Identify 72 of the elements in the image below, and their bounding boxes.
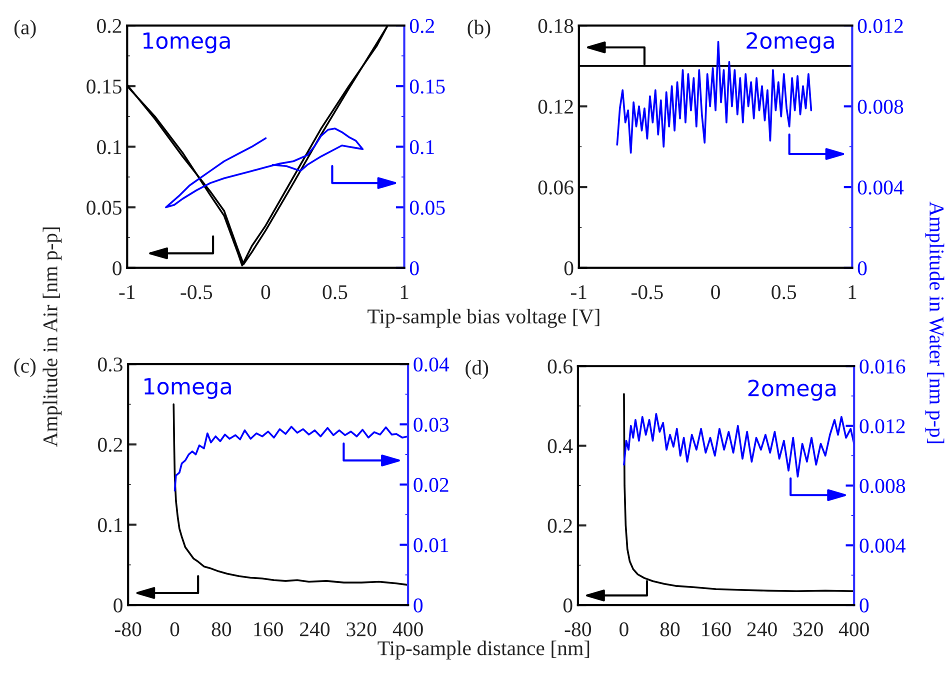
y-tick-label: 0.06 bbox=[538, 180, 574, 195]
y-tick-label: 0.6 bbox=[548, 359, 572, 374]
y2-tick-label: 0.01 bbox=[414, 538, 448, 552]
x-tick-label: -0.5 bbox=[632, 285, 663, 300]
x-tick-label: 240 bbox=[300, 622, 330, 636]
y2-tick-label: 0.2 bbox=[410, 18, 434, 34]
y-tick-label: 0.2 bbox=[97, 18, 122, 34]
x-tick-label: 0 bbox=[261, 285, 270, 300]
x-tick-label: 80 bbox=[212, 622, 232, 636]
x-tick-label: -80 bbox=[115, 622, 142, 636]
y2-tick-label: 0 bbox=[858, 261, 867, 276]
x-tick-label: 160 bbox=[254, 622, 283, 636]
y-tick-label: 0.2 bbox=[548, 518, 572, 533]
y2-tick-label: 0.03 bbox=[414, 418, 449, 432]
annotation: 2omega bbox=[746, 32, 834, 54]
x-axis-title: Tip-sample bias voltage [V] bbox=[368, 308, 600, 328]
chart-title: (d) bbox=[466, 360, 488, 379]
x-tick-label: 400 bbox=[838, 622, 869, 636]
y2-tick-label: 0.02 bbox=[414, 478, 448, 492]
y-tick-label: 0.05 bbox=[86, 200, 122, 215]
y2-tick-label: 0.04 bbox=[414, 357, 450, 372]
y2-tick-label: 0.008 bbox=[858, 100, 904, 114]
x-tick-label: 0 bbox=[170, 622, 180, 636]
x-tick-label: -0.5 bbox=[180, 285, 212, 300]
x-tick-label: 240 bbox=[747, 622, 777, 636]
y-axis-title: Amplitude in Air [nm p-p] bbox=[42, 228, 62, 447]
y-tick-label: 0.18 bbox=[538, 18, 574, 34]
y2-tick-label: 0 bbox=[410, 261, 419, 276]
y-tick-label: 0.1 bbox=[98, 518, 122, 532]
y-tick-label: 0.4 bbox=[548, 439, 573, 454]
x-tick-label: 1 bbox=[848, 285, 856, 299]
y-tick-label: 0 bbox=[563, 598, 572, 612]
x-tick-label: 400 bbox=[392, 622, 423, 636]
x-tick-label: 160 bbox=[702, 622, 731, 636]
y2-axis-title: Amplitude in Water [nm p-p] bbox=[925, 202, 944, 444]
y-tick-label: 0.3 bbox=[98, 357, 122, 372]
chart-title: (a) bbox=[14, 20, 36, 39]
y2-tick-label: 0.012 bbox=[860, 419, 905, 434]
y2-tick-label: 0 bbox=[414, 598, 423, 612]
y2-tick-label: 0.004 bbox=[860, 538, 906, 553]
chart-title: (c) bbox=[14, 358, 36, 378]
x-tick-label: -1 bbox=[119, 285, 135, 299]
x-tick-label: 320 bbox=[793, 622, 823, 636]
y-tick-label: 0.15 bbox=[86, 80, 122, 94]
y2-tick-label: 0.016 bbox=[860, 359, 906, 374]
x-tick-label: -80 bbox=[564, 622, 592, 636]
x-tick-label: 80 bbox=[660, 622, 680, 636]
y2-tick-label: 0.004 bbox=[858, 180, 904, 195]
y-tick-label: 0.2 bbox=[98, 438, 122, 452]
y-tick-label: 0 bbox=[112, 261, 122, 276]
y-tick-label: 0 bbox=[114, 598, 122, 612]
y2-tick-label: 0.05 bbox=[410, 200, 445, 215]
annotation: 2omega bbox=[748, 380, 836, 401]
x-tick-label: 0 bbox=[620, 622, 628, 636]
x-tick-label: 320 bbox=[346, 622, 376, 636]
y-tick-label: 0.12 bbox=[538, 100, 573, 114]
annotation: 1omega bbox=[143, 32, 230, 54]
x-axis-title: Tip-sample distance [nm] bbox=[378, 640, 590, 660]
x-tick-label: 0.5 bbox=[772, 285, 796, 300]
y2-tick-label: 0.1 bbox=[410, 140, 434, 154]
y-tick-label: 0.1 bbox=[97, 140, 122, 154]
y2-tick-label: 0 bbox=[860, 598, 869, 612]
y2-tick-label: 0.15 bbox=[410, 80, 445, 94]
x-tick-label: 0.5 bbox=[322, 285, 348, 300]
y2-tick-label: 0.012 bbox=[858, 18, 903, 34]
x-tick-label: 1 bbox=[400, 285, 408, 299]
annotation: 1omega bbox=[144, 378, 231, 399]
chart-title: (b) bbox=[468, 20, 490, 39]
y2-tick-label: 0.008 bbox=[860, 478, 906, 494]
x-tick-label: 0 bbox=[711, 285, 720, 300]
x-tick-label: -1 bbox=[570, 285, 586, 299]
y-tick-label: 0 bbox=[564, 261, 574, 276]
